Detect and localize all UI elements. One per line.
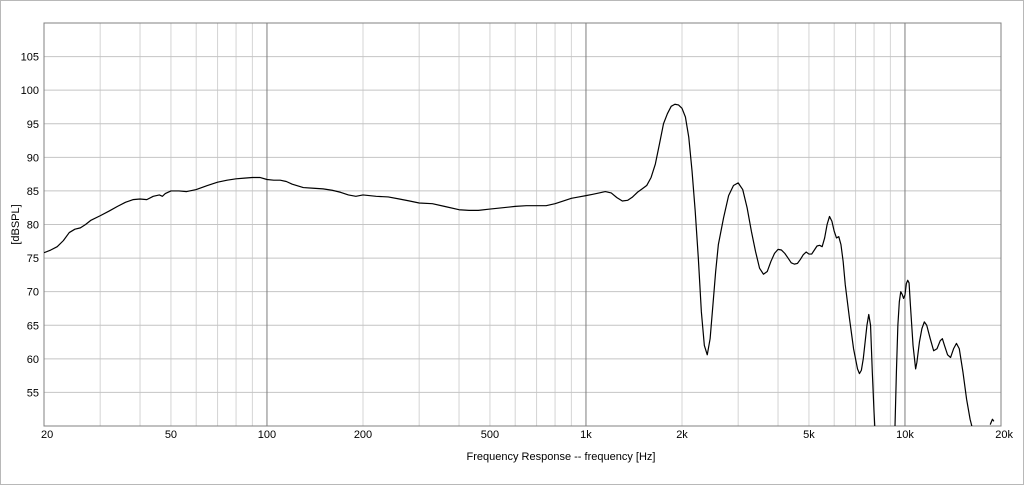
y-axis-label: [dBSPL]: [10, 204, 22, 244]
frequency-response-curve: [44, 103, 973, 426]
x-tick-label: 20k: [995, 429, 1013, 441]
x-tick-label: 1k: [580, 429, 592, 441]
minor-grid: [44, 23, 1001, 426]
x-tick-label: 2k: [676, 429, 688, 441]
y-tick-label: 100: [21, 85, 39, 97]
y-tick-label: 70: [27, 287, 39, 299]
x-tick-label: 10k: [896, 429, 914, 441]
y-tick-label: 85: [27, 186, 39, 198]
x-axis-label: Frequency Response -- frequency [Hz]: [467, 451, 656, 463]
y-tick-label: 55: [27, 387, 39, 399]
y-tick-label: 105: [21, 52, 39, 64]
y-tick-label: 65: [27, 320, 39, 332]
y-tick-label: 90: [27, 152, 39, 164]
y-tick-label: 60: [27, 354, 39, 366]
x-tick-label: 20: [41, 429, 53, 441]
frequency-response-curve-tail: [989, 418, 995, 425]
y-tick-label: 75: [27, 253, 39, 265]
x-tick-label: 50: [165, 429, 177, 441]
y-tick-label: 80: [27, 220, 39, 232]
y-tick-labels: 55 60 65 70 75 80 85 90 95 100 105: [21, 52, 39, 400]
x-tick-label: 100: [258, 429, 276, 441]
major-grid: [266, 23, 906, 426]
x-tick-label: 5k: [803, 429, 815, 441]
x-tick-label: 500: [481, 429, 499, 441]
y-tick-label: 95: [27, 119, 39, 131]
plot-area-border: [43, 22, 1002, 427]
x-tick-labels: 20 50 100 200 500 1k 2k 5k 10k 20k: [41, 429, 1013, 441]
x-tick-label: 200: [354, 429, 372, 441]
curve-group: [44, 103, 995, 426]
